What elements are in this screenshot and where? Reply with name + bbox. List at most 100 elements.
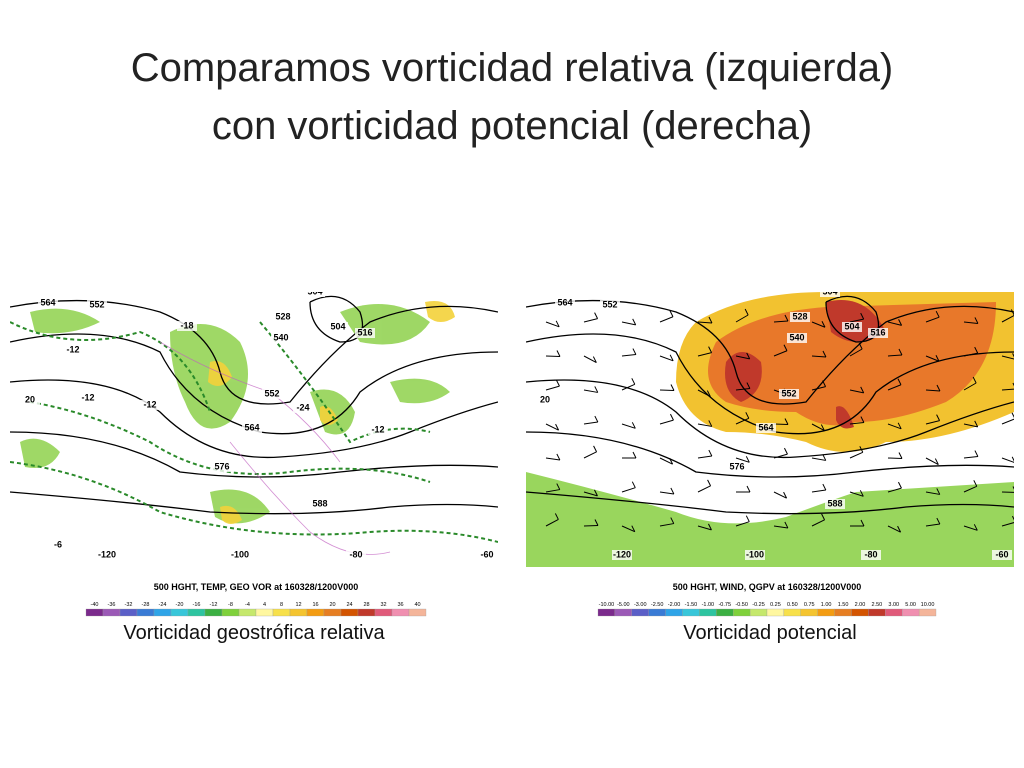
wind-barb	[592, 356, 597, 363]
colorbar-swatch	[119, 608, 138, 617]
contour-label: 576	[729, 461, 744, 471]
wind-barb	[697, 352, 712, 357]
wind-barb	[735, 355, 750, 360]
label-bg	[355, 328, 375, 338]
wind-barb	[934, 458, 939, 465]
wind-barb	[858, 342, 863, 350]
wind-barb	[670, 413, 674, 421]
colorbar-swatch	[408, 608, 427, 617]
colorbar-swatch	[323, 608, 342, 617]
wind-barb	[583, 389, 598, 393]
wind-barb	[632, 451, 637, 459]
wind-barb	[631, 481, 636, 488]
wind-barb	[925, 389, 941, 392]
colorbar-swatch	[85, 608, 104, 617]
right-map: 564 552 504 528 540 504 516 20 552 564 576 588 -120 -…	[526, 286, 1014, 567]
wind-barb	[583, 421, 598, 425]
wind-barb	[621, 423, 636, 429]
wind-barb	[1001, 388, 1014, 391]
wind-barb	[898, 348, 903, 356]
wind-barb	[820, 424, 825, 431]
colorbar-swatch	[170, 608, 189, 617]
colorbar-label: 5.00	[905, 602, 916, 608]
wind-barb	[632, 318, 637, 326]
wind-barb	[1001, 457, 1014, 463]
contour-label: -12	[143, 399, 156, 409]
wind-barb	[708, 523, 712, 531]
wind-barb	[669, 310, 674, 317]
label-bg	[477, 550, 497, 560]
wind-barb	[887, 384, 902, 391]
wind-barb	[1001, 355, 1014, 360]
wind-barb	[963, 382, 977, 391]
wind-barb	[706, 390, 711, 397]
colorbar-swatch	[136, 608, 155, 617]
contour-label: 20	[25, 394, 35, 404]
label-bg	[842, 322, 862, 332]
wind-barb	[583, 451, 597, 459]
wind-barb	[669, 354, 674, 362]
wind-barb	[594, 489, 598, 497]
contour-label: -12	[371, 424, 384, 434]
wind-barb	[936, 414, 941, 421]
label-bg	[368, 425, 388, 435]
wind-barb	[936, 488, 941, 495]
label-bg	[63, 345, 83, 355]
colorbar-swatch	[204, 608, 223, 617]
label-bg	[861, 550, 881, 560]
contour-label: -18	[180, 320, 193, 330]
wind-barb	[811, 423, 825, 432]
wind-barb	[783, 491, 788, 499]
wind-barb	[744, 308, 749, 316]
wind-barb	[554, 513, 559, 520]
wind-barb	[887, 423, 902, 430]
wind-barb	[773, 491, 787, 499]
label-bg	[779, 389, 799, 399]
wind-barb	[963, 485, 977, 493]
contour-label: 564	[758, 422, 773, 432]
right-caption: Vorticidad potencial	[683, 622, 857, 644]
contour-label: -120	[613, 549, 631, 559]
contour-label: 552	[89, 299, 104, 309]
colorbar-label: 12	[295, 602, 301, 608]
label-bg	[140, 400, 160, 410]
wind-barb	[670, 517, 675, 524]
wind-barb	[811, 321, 826, 328]
wind-barb	[1012, 515, 1014, 521]
wind-barb	[974, 450, 979, 457]
contour-label: 588	[312, 498, 327, 508]
map-header: 500 HGHT, TEMP, GEO VOR at 160328/1200V0…	[154, 582, 358, 592]
colorbar-swatch	[665, 608, 683, 617]
colorbar-swatch	[699, 608, 717, 617]
wind-barb	[659, 316, 674, 323]
wind-barb	[735, 314, 749, 323]
wind-barb	[887, 525, 901, 533]
contour-label: -12	[81, 392, 94, 402]
wind-barb	[545, 423, 559, 431]
contour-label: 504	[822, 286, 837, 296]
contour-label: -80	[864, 549, 877, 559]
colorbar-swatch	[834, 608, 852, 617]
contour-label: -100	[746, 549, 764, 559]
colorbar-label: -24	[159, 602, 167, 608]
wind-barb	[631, 422, 636, 429]
colorbar-swatch	[716, 608, 734, 617]
colorbar-label: -8	[228, 602, 233, 608]
wind-barb	[963, 352, 978, 357]
colorbar-swatch	[800, 608, 818, 617]
contour-label: 528	[275, 311, 290, 321]
colorbar-swatch	[614, 608, 632, 617]
wind-barb	[925, 355, 940, 362]
wind-barb	[631, 525, 636, 532]
wind-barb	[583, 355, 597, 364]
contour-label: 528	[792, 311, 807, 321]
wind-barb	[708, 346, 713, 353]
wind-barb	[821, 321, 826, 328]
colorbar-swatch	[153, 608, 172, 617]
wind-barb	[925, 316, 940, 323]
label-bg	[48, 540, 68, 550]
colorbar-label: -28	[142, 602, 150, 608]
wind-barb	[784, 314, 789, 322]
contour-label: 504	[844, 321, 859, 331]
wind-barb	[735, 521, 750, 527]
